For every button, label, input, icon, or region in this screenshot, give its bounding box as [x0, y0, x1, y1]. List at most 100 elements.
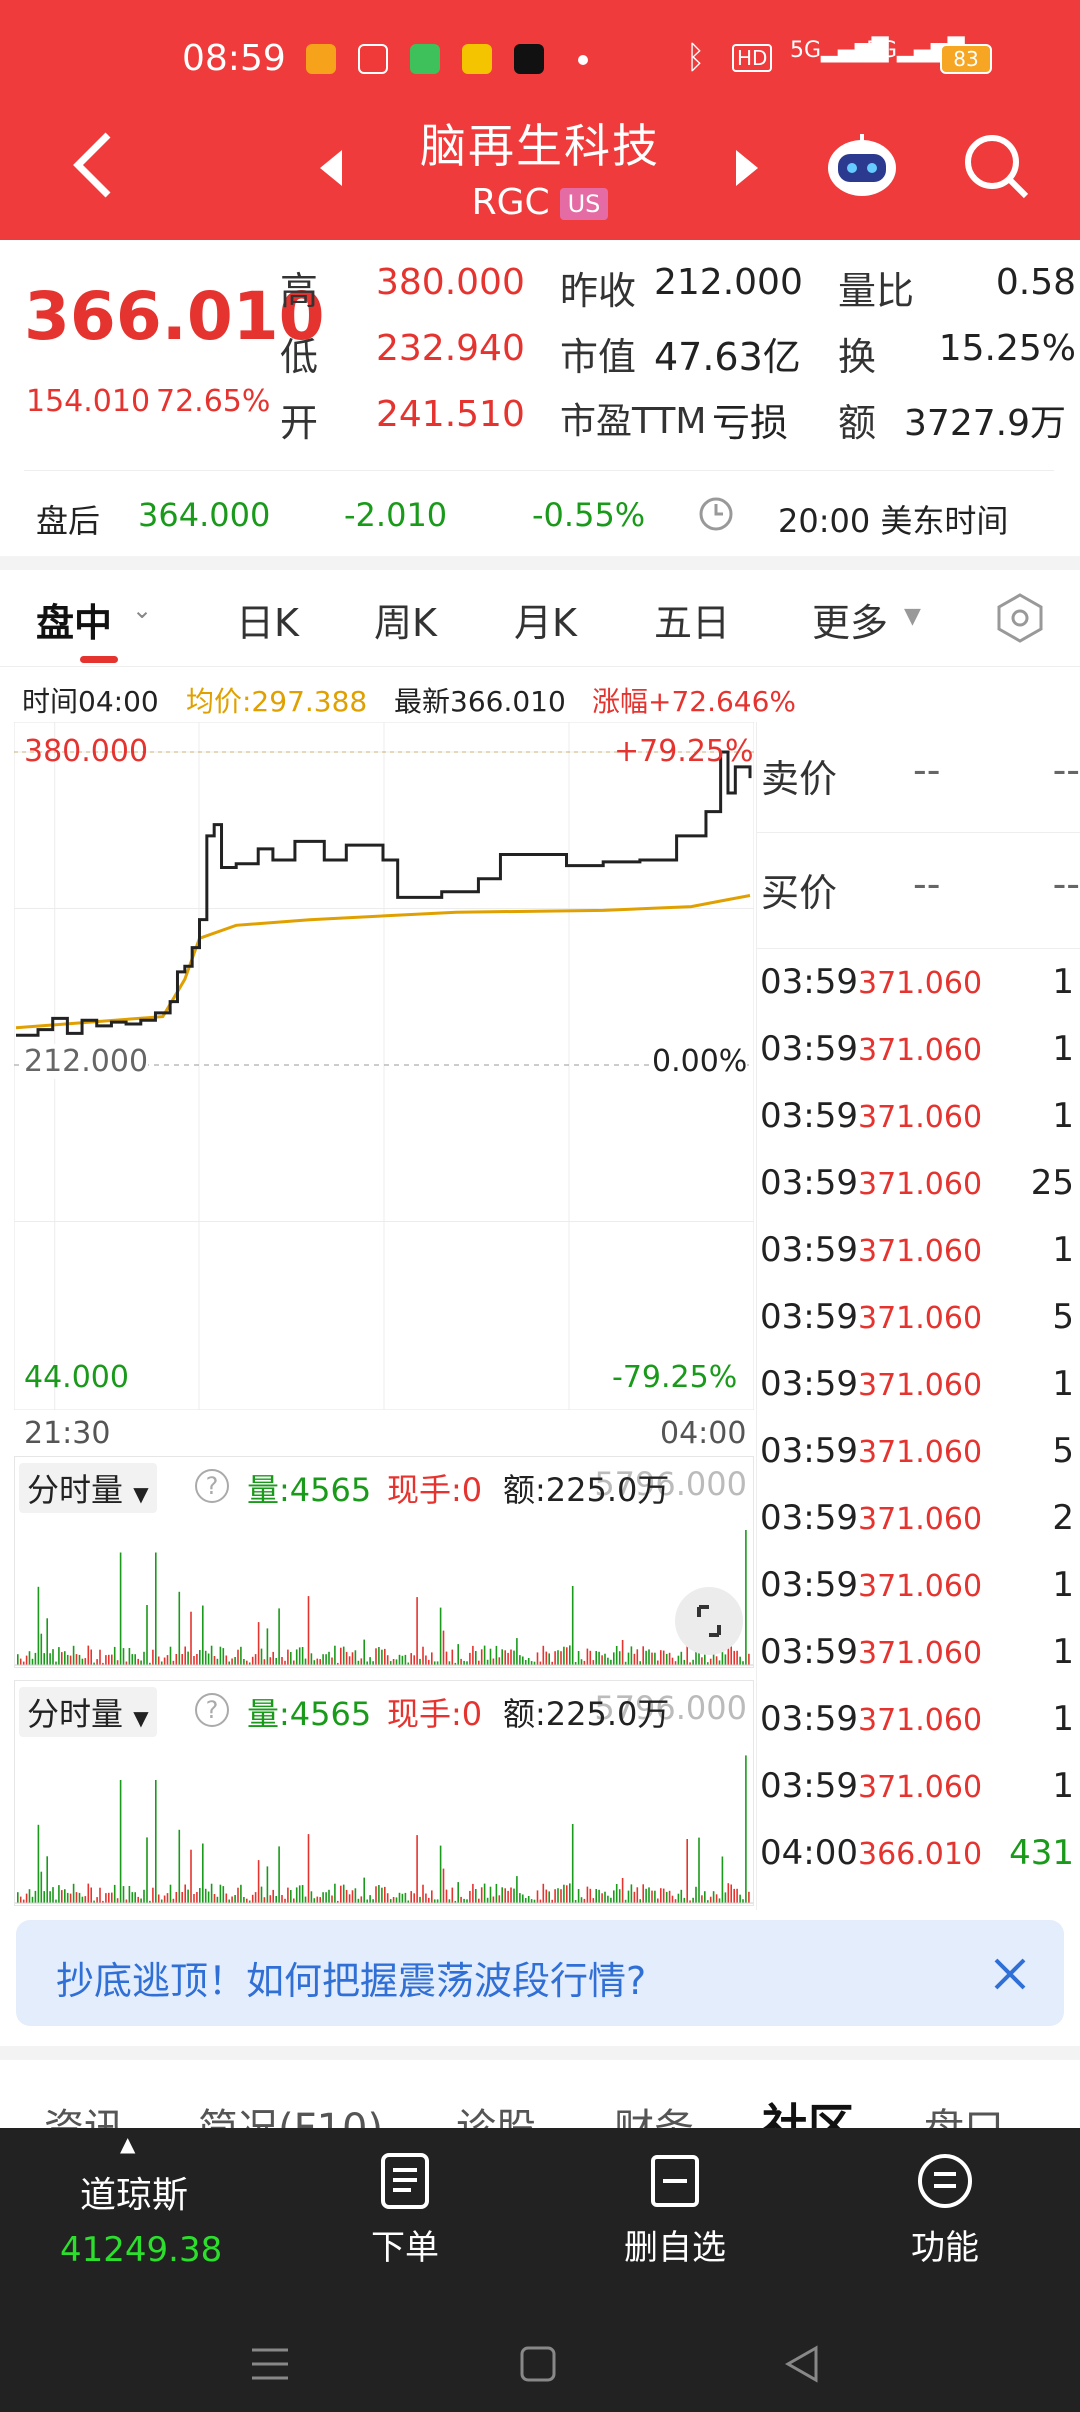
volume-type-selector[interactable]: 分时量 ▼ — [19, 1687, 157, 1737]
help-icon[interactable]: ? — [195, 1693, 229, 1727]
volume-bar — [407, 1900, 410, 1903]
nav-menu-icon[interactable] — [248, 2344, 292, 2384]
index-ticker[interactable]: ▲ 道琼斯 41249.38 — [0, 2128, 270, 2270]
volume-bar — [739, 1894, 741, 1903]
volume-bar — [119, 1780, 122, 1903]
volume-bar — [58, 1885, 60, 1903]
volume-bar — [295, 1887, 298, 1903]
promo-banner[interactable]: 抄底逃顶！如何把握震荡波段行情? — [16, 1920, 1064, 2026]
tab-more[interactable]: 更多 — [812, 601, 889, 645]
volume-bar — [489, 1886, 492, 1903]
volume-bar — [25, 1893, 28, 1903]
volume-bar — [384, 1886, 386, 1903]
volume-bar — [37, 1586, 40, 1665]
volume-bar — [404, 1654, 407, 1665]
volume-bar — [340, 1885, 342, 1903]
volume-bar — [108, 1654, 110, 1665]
sell-volume: -- — [1052, 748, 1080, 792]
volume-bar — [381, 1649, 383, 1665]
volume-bar — [152, 1887, 154, 1903]
volume-bar — [571, 1586, 574, 1665]
tab-daily-k[interactable]: 日K — [236, 601, 299, 645]
volume-bar — [304, 1896, 307, 1903]
volume-bar — [34, 1890, 37, 1903]
close-icon[interactable] — [992, 1956, 1028, 1992]
trade-row: 03:59 371.060 25 — [758, 1163, 1078, 1230]
volume-bar — [495, 1645, 498, 1665]
functions-button[interactable]: 功能 — [890, 2152, 1000, 2272]
volume-bar — [228, 1661, 230, 1665]
volume-bar — [448, 1661, 451, 1665]
volume-bar — [422, 1884, 424, 1903]
volume-ratio-value: 0.58 — [995, 262, 1076, 303]
search-icon[interactable] — [962, 132, 1032, 202]
turnover-value: 15.25% — [938, 328, 1076, 369]
volume-bar — [40, 1871, 43, 1903]
index-value: 41249.38 — [60, 2230, 223, 2270]
volume-value: 量:4565 — [247, 1695, 372, 1733]
prev-stock-icon[interactable] — [316, 148, 346, 188]
volume-bar — [140, 1898, 142, 1903]
volume-bar — [624, 1661, 627, 1665]
divider — [757, 832, 1080, 833]
volume-bar — [202, 1605, 204, 1665]
volume-bar — [342, 1884, 345, 1903]
volume-bar — [369, 1657, 371, 1665]
volume-bar — [442, 1868, 445, 1903]
volume-panel-1[interactable]: 分时量 ▼ ? 量:4565 现手:0 5796.000 额:225.0万 — [14, 1456, 754, 1668]
nav-back-icon[interactable] — [782, 2344, 822, 2384]
tab-monthly-k[interactable]: 月K — [514, 601, 577, 645]
back-arrow-icon[interactable] — [68, 130, 118, 200]
volume-bar — [522, 1656, 524, 1665]
volume-bar — [22, 1899, 25, 1903]
expand-button[interactable] — [675, 1587, 743, 1655]
volume-bar — [87, 1883, 90, 1903]
volume-bar — [621, 1878, 624, 1903]
volume-bar — [554, 1651, 556, 1665]
volume-bar — [372, 1899, 374, 1903]
tab-weekly-k[interactable]: 周K — [374, 601, 437, 645]
chart-change: 涨幅+72.646% — [592, 685, 797, 718]
nav-home-icon[interactable] — [518, 2344, 558, 2384]
volume-bar — [522, 1894, 524, 1903]
settings-hex-icon[interactable] — [994, 592, 1046, 644]
volume-bar — [351, 1890, 354, 1903]
volume-bar — [157, 1656, 160, 1665]
volume-bar — [240, 1884, 242, 1903]
prev-close-value: 212.000 — [654, 262, 803, 303]
help-icon[interactable]: ? — [195, 1469, 229, 1503]
trade-time: 03:59 — [760, 1498, 858, 1538]
volume-bar — [131, 1892, 134, 1903]
remove-watchlist-button[interactable]: 删自选 — [610, 2152, 740, 2272]
volume-bar — [639, 1661, 641, 1665]
volume-bar — [695, 1648, 697, 1665]
volume-bar — [677, 1893, 680, 1903]
volume-bar — [325, 1654, 327, 1665]
trade-time: 03:59 — [760, 1766, 858, 1806]
order-button[interactable]: 下单 — [350, 2152, 460, 2272]
volume-bar — [49, 1891, 51, 1903]
volume-bar — [149, 1662, 151, 1665]
price-line — [16, 750, 752, 1037]
robot-assistant-icon[interactable] — [822, 130, 902, 200]
volume-bar — [724, 1654, 727, 1665]
volume-bar — [433, 1661, 436, 1665]
volume-bar — [322, 1654, 324, 1665]
trade-price: 371.060 — [858, 966, 983, 1001]
volume-panel-2[interactable]: 分时量 ▼ ? 量:4565 现手:0 5796.000 额:225.0万 — [14, 1680, 754, 1906]
volume-bar — [636, 1649, 639, 1665]
volume-bar — [272, 1651, 274, 1665]
volume-bar — [199, 1888, 201, 1903]
next-stock-icon[interactable] — [732, 148, 762, 188]
chart-bottom-price: 44.000 — [24, 1360, 129, 1395]
volume-bar — [645, 1650, 647, 1665]
volume-bar — [583, 1898, 586, 1903]
tab-intraday[interactable]: 盘中 — [36, 601, 113, 645]
volume-bar — [237, 1649, 239, 1665]
volume-bar — [633, 1653, 636, 1665]
volume-bar — [307, 1834, 310, 1903]
volume-bar — [172, 1660, 175, 1665]
volume-type-selector[interactable]: 分时量 ▼ — [19, 1463, 157, 1513]
volume-bar — [707, 1662, 709, 1665]
tab-five-day[interactable]: 五日 — [654, 601, 731, 645]
